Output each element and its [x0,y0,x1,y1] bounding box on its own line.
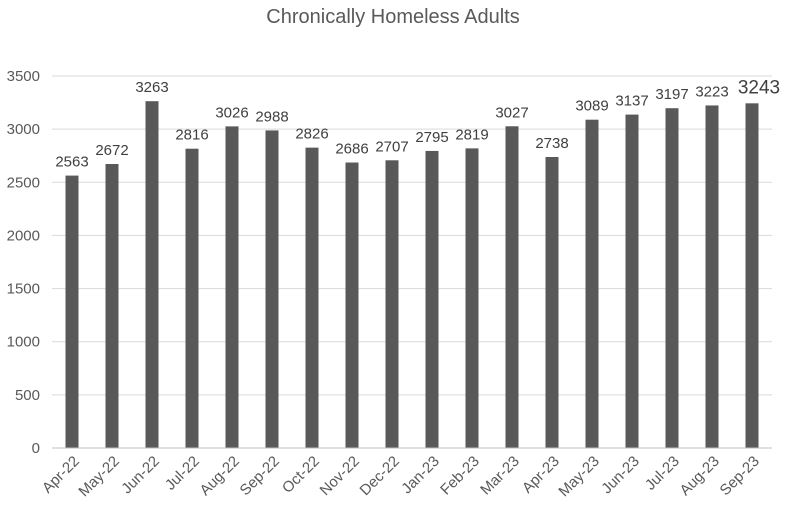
data-label: 3223 [695,83,728,100]
bar [345,162,359,448]
x-tick-label: Mar-23 [477,453,523,499]
data-label: 2738 [535,135,568,152]
x-tick-label: Oct-22 [279,453,323,497]
data-label: 2826 [295,126,328,143]
x-tick-label: Feb-23 [437,453,483,499]
data-label: 3243 [738,77,780,98]
x-tick-label: Dec-22 [357,453,403,499]
bar [425,150,439,448]
data-label: 2686 [335,141,368,158]
bar [145,101,159,449]
data-label: 3137 [615,93,648,110]
bar [65,175,79,448]
y-axis-tick-labels: 0 500 1000 1500 2000 2500 3000 3500 [7,68,40,457]
data-label: 2988 [255,108,288,125]
x-tick-label: Aug-23 [677,453,723,499]
gridlines [52,75,772,396]
bar [465,148,479,449]
x-tick-label: Sep-23 [717,453,763,499]
bar [745,103,759,448]
data-label: 3026 [215,104,248,121]
x-tick-label: Jun-22 [118,453,162,497]
bar [625,114,639,448]
y-tick-label: 3500 [7,68,40,85]
data-label: 2707 [375,138,408,155]
x-tick-label: May-22 [75,453,122,500]
y-tick-label: 2000 [7,227,40,244]
x-tick-label: May-23 [555,453,602,500]
data-label: 2819 [455,126,488,143]
bar [225,126,239,448]
bar [385,160,399,448]
bar [585,119,599,449]
x-tick-label: Aug-22 [197,453,243,499]
data-label: 2816 [175,127,208,144]
x-tick-label: Jan-23 [398,453,442,497]
y-tick-label: 3000 [7,121,40,138]
data-label: 2795 [415,129,448,146]
y-tick-label: 1500 [7,281,40,298]
data-label: 2563 [55,154,88,171]
data-label: 2672 [95,142,128,159]
data-labels: 2563 2672 3263 2816 3026 2988 2826 2686 2707 2795… [55,77,780,170]
y-tick-label: 0 [32,440,40,457]
data-label: 3263 [135,79,168,96]
data-label: 3089 [575,98,608,115]
y-tick-label: 500 [15,387,40,404]
bar [705,105,719,449]
y-tick-label: 2500 [7,174,40,191]
y-tick-label: 1000 [7,334,40,351]
bar [505,126,519,449]
x-tick-label: Nov-22 [317,453,363,499]
bar [185,148,199,448]
bar [105,164,119,448]
chart-title: Chronically Homeless Adults [266,6,520,28]
bar [545,156,559,448]
bar [665,108,679,448]
bar [305,147,319,448]
data-label: 3197 [655,86,688,103]
bar [265,130,279,449]
x-tick-label: Sep-22 [237,453,283,499]
bars [65,101,759,449]
x-tick-label: Jun-23 [598,453,642,497]
data-label: 3027 [495,104,528,121]
